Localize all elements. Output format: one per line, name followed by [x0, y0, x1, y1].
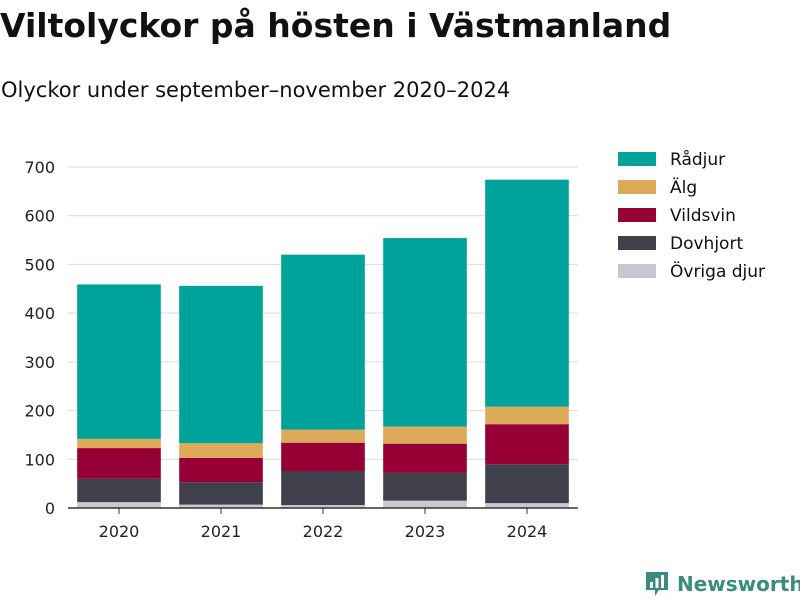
bar-segment — [179, 285, 263, 444]
x-tick-label: 2021 — [201, 522, 242, 541]
legend-item: Vildsvin — [618, 206, 736, 226]
bar-segment — [383, 238, 467, 427]
legend-item: Rådjur — [618, 149, 725, 170]
y-tick-label: 600 — [24, 207, 55, 226]
bar-segment — [77, 448, 161, 479]
legend-label: Vildsvin — [670, 206, 736, 226]
legend-item: Dovhjort — [618, 234, 743, 254]
legend: Rådjur Älg Vildsvin Dovhjort Övriga djur — [618, 149, 765, 282]
brand-name: Newsworthy — [677, 572, 800, 596]
legend-item: Övriga djur — [618, 260, 765, 282]
y-axis: 0 100 200 300 400 500 600 700 — [24, 158, 55, 518]
bar-segment — [77, 438, 161, 449]
y-tick-label: 400 — [24, 304, 55, 323]
bar-segment — [383, 472, 467, 501]
legend-swatch — [618, 152, 656, 166]
x-tick-label: 2022 — [303, 522, 344, 541]
y-tick-label: 100 — [24, 450, 55, 469]
chart-title: Viltolyckor på hösten i Västmanland — [0, 6, 672, 45]
legend-swatch — [618, 208, 656, 222]
bar-segment — [77, 284, 161, 439]
y-tick-label: 0 — [45, 499, 55, 518]
legend-swatch — [618, 236, 656, 250]
bar-segment — [179, 443, 263, 458]
bar-segment — [281, 470, 365, 506]
bar-segment — [485, 424, 569, 465]
bar-segment — [77, 478, 161, 503]
bar-segment — [485, 464, 569, 504]
bar-segment — [281, 429, 365, 443]
y-tick-label: 300 — [24, 353, 55, 372]
y-tick-label: 700 — [24, 158, 55, 177]
chart-subtitle: Olyckor under september–november 2020–20… — [1, 78, 511, 102]
x-tick-label: 2020 — [99, 522, 140, 541]
bar-segment — [383, 443, 467, 473]
bar-segment — [281, 505, 365, 508]
bar-segment — [383, 500, 467, 508]
legend-label: Övriga djur — [670, 260, 765, 282]
newsworthy-logo-icon — [646, 572, 668, 596]
legend-label: Dovhjort — [670, 234, 743, 254]
bar-segment — [281, 254, 365, 430]
bar-segment — [485, 503, 569, 508]
legend-swatch — [618, 180, 656, 194]
bar-segment — [485, 406, 569, 425]
brand: Newsworthy — [644, 570, 800, 598]
bar-segment — [281, 442, 365, 471]
x-tick-label: 2024 — [507, 522, 548, 541]
bar-segment — [485, 179, 569, 407]
y-tick-label: 500 — [24, 255, 55, 274]
legend-label: Rådjur — [670, 149, 725, 170]
bar-segment — [77, 502, 161, 508]
y-tick-label: 200 — [24, 402, 55, 421]
legend-label: Älg — [670, 177, 697, 198]
x-axis: 2020 2021 2022 2023 2024 — [68, 507, 578, 541]
x-tick-label: 2023 — [405, 522, 446, 541]
legend-swatch — [618, 264, 656, 278]
bar-segment — [179, 457, 263, 483]
legend-item: Älg — [618, 177, 697, 198]
bar-segment — [179, 482, 263, 505]
bars — [77, 179, 569, 508]
bar-segment — [179, 504, 263, 508]
bar-segment — [383, 426, 467, 444]
